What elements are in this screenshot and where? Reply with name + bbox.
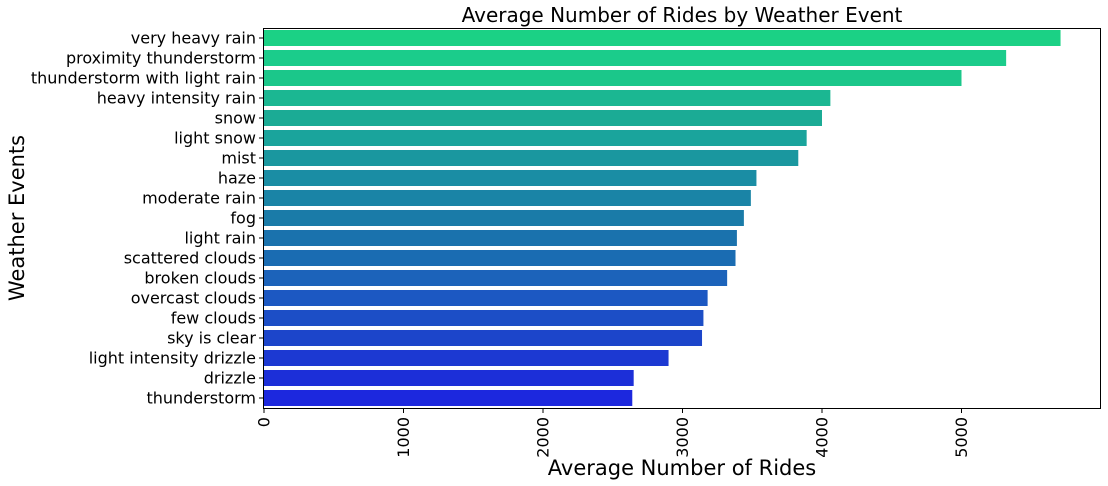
bar-light-intensity-drizzle xyxy=(264,350,669,366)
bar-scattered-clouds xyxy=(264,250,736,266)
bar-mist xyxy=(264,150,799,166)
x-tick-label: 3000 xyxy=(673,417,692,458)
category-label: mist xyxy=(221,149,256,168)
bar-light-rain xyxy=(264,230,737,246)
x-axis-label: Average Number of Rides xyxy=(548,456,816,480)
category-label: sky is clear xyxy=(167,329,256,348)
bar-overcast-clouds xyxy=(264,290,708,306)
x-tick-label: 5000 xyxy=(952,417,971,458)
bar-very-heavy-rain xyxy=(264,30,1061,46)
category-label: scattered clouds xyxy=(124,249,256,268)
category-label: few clouds xyxy=(171,309,256,328)
x-tick-label: 2000 xyxy=(534,417,553,458)
bar-sky-is-clear xyxy=(264,330,703,346)
bar-thunderstorm-with-light-rain xyxy=(264,70,962,86)
bar-fog xyxy=(264,210,744,226)
bars-group xyxy=(264,30,1061,406)
category-label: proximity thunderstorm xyxy=(66,49,256,68)
x-axis-ticks: 0 1000 2000 3000 4000 5000 xyxy=(255,408,971,458)
category-label: snow xyxy=(215,109,256,128)
y-axis-label: Weather Events xyxy=(5,135,29,301)
bar-moderate-rain xyxy=(264,190,751,206)
category-label: heavy intensity rain xyxy=(97,89,256,108)
category-label: light rain xyxy=(184,229,256,248)
bar-heavy-intensity-rain xyxy=(264,90,831,106)
category-label: thunderstorm xyxy=(146,389,256,408)
plot-frame xyxy=(263,28,1101,409)
category-label: haze xyxy=(218,169,256,188)
x-tick-label: 0 xyxy=(255,417,274,427)
bar-haze xyxy=(264,170,757,186)
category-label: thunderstorm with light rain xyxy=(31,69,256,88)
bar-drizzle xyxy=(264,370,634,386)
x-tick-label: 4000 xyxy=(813,417,832,458)
category-label: drizzle xyxy=(204,369,256,388)
category-label: very heavy rain xyxy=(131,29,256,48)
x-tick-label: 1000 xyxy=(394,417,413,458)
bar-snow xyxy=(264,110,822,126)
category-label: light snow xyxy=(174,129,256,148)
bar-thunderstorm xyxy=(264,390,633,406)
category-label: moderate rain xyxy=(142,189,256,208)
bar-light-snow xyxy=(264,130,807,146)
category-label: broken clouds xyxy=(144,269,256,288)
bar-proximity-thunderstorm xyxy=(264,50,1007,66)
chart-title: Average Number of Rides by Weather Event xyxy=(462,3,903,27)
bar-few-clouds xyxy=(264,310,704,326)
category-label: light intensity drizzle xyxy=(89,349,256,368)
category-label: fog xyxy=(230,209,256,228)
category-label: overcast clouds xyxy=(131,289,256,308)
bar-broken-clouds xyxy=(264,270,728,286)
